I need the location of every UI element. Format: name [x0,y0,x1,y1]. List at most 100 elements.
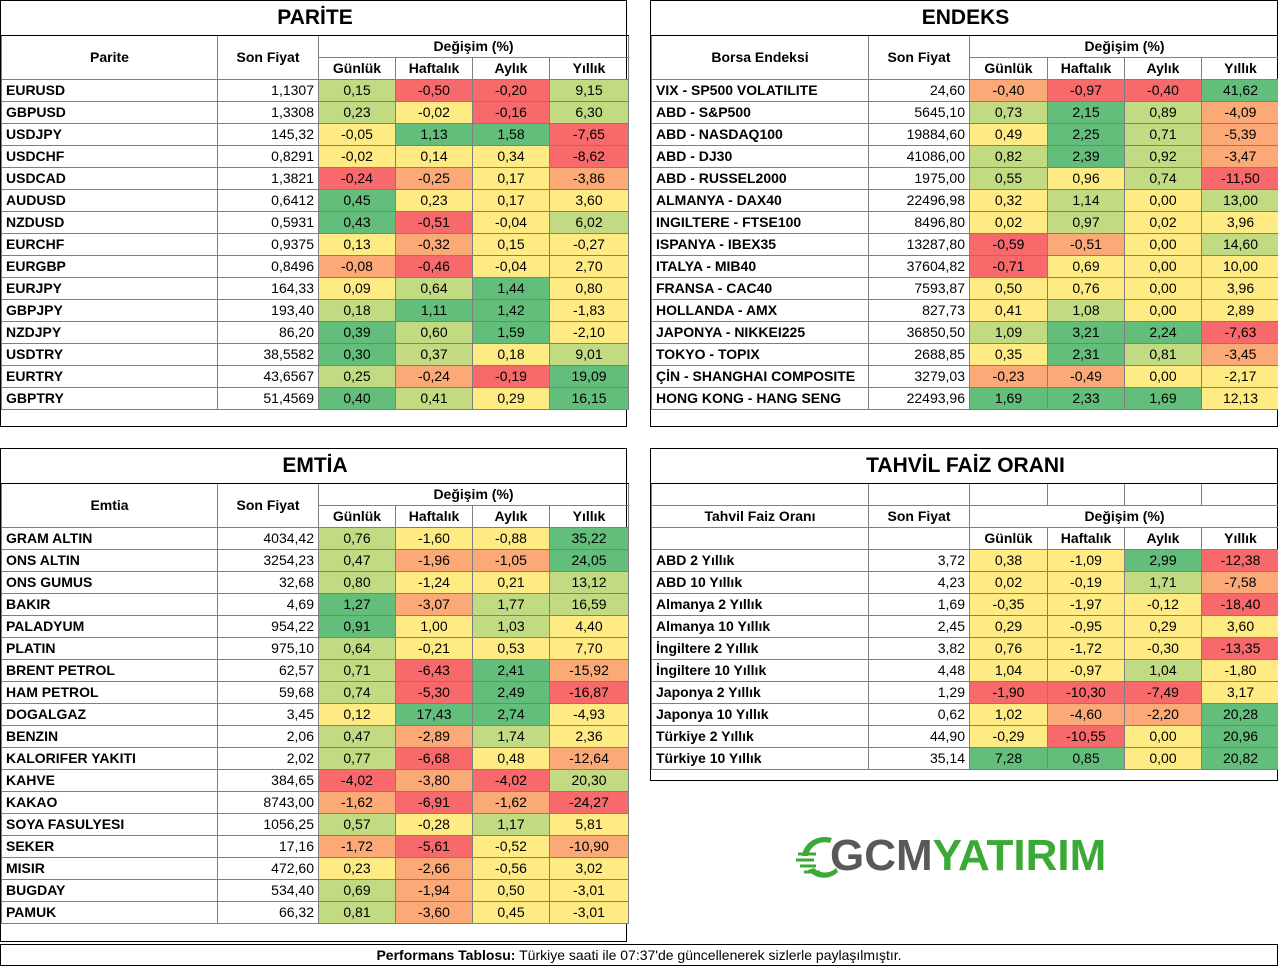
monthly-change: -0,30 [1124,636,1202,660]
yearly-change: -1,83 [548,298,630,322]
yearly-header: Yıllık [1201,56,1278,80]
last-price: 164,33 [217,276,319,300]
yearly-change: -3,01 [548,900,630,924]
daily-change: 0,45 [318,188,396,212]
weekly-change: -6,91 [395,790,473,814]
monthly-change: 1,74 [472,724,550,748]
table-row: ONS GUMUS 32,68 0,80 -1,24 0,21 13,12 [1,570,630,594]
monthly-change: 0,15 [472,232,550,256]
last-price: 37604,82 [868,254,970,278]
monthly-change: 0,00 [1124,254,1202,278]
daily-change: 0,47 [318,548,396,572]
table-row: JAPONYA - NIKKEI225 36850,50 1,09 3,21 2,24-… [651,320,1278,344]
daily-change: -0,23 [969,364,1048,388]
monthly-change: 2,41 [472,658,550,682]
monthly-change: -0,04 [472,210,550,234]
parite-col-name: Parite [1,34,218,80]
last-price: 62,57 [217,658,319,682]
daily-change: -0,24 [318,166,396,190]
row-name: MISIR [1,856,218,880]
row-name: Türkiye 2 Yıllık [651,724,869,748]
last-price-header: Son Fiyat [217,34,319,80]
logo-gcm: GCM [830,831,933,880]
table-row: HAM PETROL 59,68 0,74 -5,30 2,49 -16,87 [1,680,630,704]
daily-change: 0,30 [318,342,396,366]
yearly-change: -7,65 [548,122,630,146]
row-name: KAHVE [1,768,218,792]
last-price: 3279,03 [868,364,970,388]
table-row: EURGBP 0,8496 -0,08 -0,46 -0,04 2,70 [1,254,630,278]
weekly-change: 2,31 [1047,342,1125,366]
row-name: FRANSA - CAC40 [651,276,869,300]
yearly-change: -3,47 [1201,144,1278,168]
weekly-change: -0,25 [395,166,473,190]
monthly-change: 0,00 [1124,298,1202,322]
table-row: FRANSA - CAC40 7593,87 0,50 0,76 0,00 3,96 [651,276,1278,300]
row-name: HAM PETROL [1,680,218,704]
table-row: HONG KONG - HANG SENG 22493,96 1,69 2,33 1,6… [651,386,1278,410]
daily-change: -0,05 [318,122,396,146]
monthly-change: 0,00 [1124,364,1202,388]
yearly-change: -15,92 [548,658,630,682]
daily-header: Günlük [969,56,1048,80]
row-name: PAMUK [1,900,218,924]
yearly-change: -8,62 [548,144,630,168]
logo-text: GCMYATIRIM [830,828,1106,884]
weekly-change: 0,97 [1047,210,1125,234]
row-name: ABD - S&P500 [651,100,869,124]
weekly-change: -0,46 [395,254,473,278]
last-price: 44,90 [868,724,970,748]
last-price: 3,45 [217,702,319,726]
weekly-change: 0,96 [1047,166,1125,190]
table-row: İngiltere 10 Yıllık 4,48 1,04 -0,97 1,04 -1,8… [651,658,1278,682]
row-name: JAPONYA - NIKKEI225 [651,320,869,344]
table-row: Almanya 2 Yıllık 1,69 -0,35 -1,97 -0,12 -18,4… [651,592,1278,616]
row-name: NZDUSD [1,210,218,234]
daily-change: 0,02 [969,570,1048,594]
table-row: VIX - SP500 VOLATILITE 24,60 -0,40 -0,97 -0,… [651,78,1278,102]
last-price: 22496,98 [868,188,970,212]
empty-cell [1124,482,1202,506]
yearly-change: 0,80 [548,276,630,300]
yearly-change: 3,96 [1201,276,1278,300]
empty-cell [868,526,970,550]
last-price: 19884,60 [868,122,970,146]
daily-change: 0,43 [318,210,396,234]
daily-change: 0,76 [318,526,396,550]
yearly-change: 13,12 [548,570,630,594]
table-row: ONS ALTIN 3254,23 0,47 -1,96 -1,05 24,05 [1,548,630,572]
table-row: INGILTERE - FTSE100 8496,80 0,02 0,97 0,02 3,… [651,210,1278,234]
row-name: BAKIR [1,592,218,616]
last-price: 2,02 [217,746,319,770]
yearly-change: -10,90 [548,834,630,858]
yearly-change: 9,01 [548,342,630,366]
last-price: 36850,50 [868,320,970,344]
weekly-change: -0,21 [395,636,473,660]
monthly-change: 0,50 [472,878,550,902]
monthly-change: -0,16 [472,100,550,124]
daily-change: 0,12 [318,702,396,726]
yearly-change: 3,60 [1200,614,1278,638]
yearly-change: -3,01 [548,878,630,902]
logo-yatirim: YATIRIM [932,831,1107,880]
table-row: ITALYA - MIB40 37604,82 -0,71 0,69 0,00 10,00 [651,254,1278,278]
daily-change: -1,62 [318,790,396,814]
yearly-change: -12,38 [1200,548,1278,572]
table-row: Japonya 2 Yıllık 1,29 -1,90 -10,30 -7,49 3,17 [651,680,1278,704]
monthly-change: -2,20 [1124,702,1202,726]
weekly-change: -4,60 [1047,702,1125,726]
monthly-change: -0,88 [472,526,550,550]
weekly-change: -3,07 [395,592,473,616]
table-row: KAHVE 384,65 -4,02 -3,80 -4,02 20,30 [1,768,630,792]
monthly-header: Aylık [1124,526,1202,550]
table-row: SEKER 17,16 -1,72 -5,61 -0,52 -10,90 [1,834,630,858]
row-name: DOGALGAZ [1,702,218,726]
row-name: GRAM ALTIN [1,526,218,550]
monthly-change: 1,59 [472,320,550,344]
monthly-change: -1,05 [472,548,550,572]
weekly-change: -5,30 [395,680,473,704]
row-name: ONS GUMUS [1,570,218,594]
row-name: GBPTRY [1,386,218,410]
yearly-change: -4,93 [548,702,630,726]
yearly-change: 20,30 [548,768,630,792]
